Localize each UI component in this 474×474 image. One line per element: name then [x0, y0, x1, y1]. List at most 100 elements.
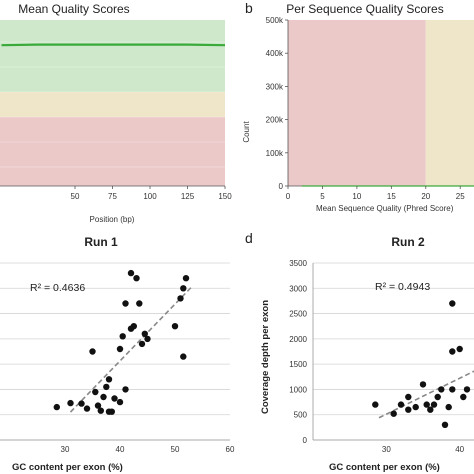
scatter-point	[111, 395, 118, 402]
scatter-point	[449, 386, 456, 393]
scatter-point	[103, 383, 110, 391]
panel-b: b Per Sequence Quality Scores 0 100k 200k 3…	[242, 0, 474, 213]
x-tick-label: 50	[71, 192, 80, 201]
x-tick-label: 30	[382, 445, 391, 454]
y-tick-label: 3500	[289, 259, 307, 268]
scatter-point	[372, 401, 379, 408]
quality-band-ok	[0, 92, 225, 117]
scatter-point	[116, 398, 124, 406]
panel-a-xlabel: Position (bp)	[90, 215, 135, 224]
x-tick-label: 5	[320, 192, 325, 201]
y-tick-label: 2000	[289, 335, 307, 344]
scatter-point	[78, 400, 85, 407]
panel-a: Mean Quality Scores 50 75 100 125 150 Positi…	[0, 2, 232, 224]
x-tick-label: 60	[226, 445, 235, 454]
scatter-point	[405, 393, 412, 401]
scatter-point	[133, 275, 140, 282]
scatter-point	[180, 353, 187, 360]
quality-band-bad	[288, 20, 426, 186]
scatter-point	[390, 410, 397, 417]
x-tick-label: 40	[455, 445, 464, 454]
y-tick-label: 100k	[266, 149, 284, 158]
scatter-point	[100, 393, 107, 401]
y-tick-label: 500	[294, 411, 308, 420]
x-tick-label: 25	[456, 192, 465, 201]
panel-d: d Run 2 0 500 1000 1500 2000 2500 3000 3500 30 40…	[245, 230, 474, 473]
scatter-point	[460, 393, 467, 401]
y-tick-label: 300k	[266, 82, 284, 91]
x-tick-label: 40	[116, 445, 125, 454]
scatter-point	[423, 401, 430, 408]
scatter-point	[130, 323, 137, 330]
x-tick-label: 50	[171, 445, 180, 454]
panel-c-r2: R² = 0.4636	[30, 282, 85, 294]
x-tick-label: 75	[108, 192, 117, 201]
panel-c-xlabel: GC content per exon (%)	[12, 462, 123, 473]
y-tick-label: 1500	[289, 360, 307, 369]
scatter-point	[456, 345, 463, 353]
panel-d-title: Run 2	[391, 235, 425, 249]
panel-d-ylabel: Coverage depth per exon	[260, 300, 271, 414]
panel-b-letter: b	[245, 0, 253, 16]
scatter-point	[430, 401, 438, 408]
scatter-point	[171, 323, 179, 330]
x-tick-label: 150	[218, 192, 232, 201]
scatter-point	[445, 403, 452, 411]
panel-a-title: Mean Quality Scores	[18, 2, 129, 16]
scatter-point	[412, 403, 419, 411]
scatter-point	[89, 348, 96, 355]
panel-b-title: Per Sequence Quality Scores	[286, 2, 443, 16]
panel-c-title: Run 1	[84, 235, 118, 249]
y-tick-label: 3000	[289, 284, 307, 293]
scatter-point	[138, 340, 146, 348]
scatter-point	[97, 407, 105, 414]
scatter-point	[83, 405, 91, 412]
panel-d-letter: d	[245, 230, 253, 246]
scatter-point	[116, 345, 124, 353]
scatter-point	[449, 348, 456, 355]
quality-band-ok	[425, 20, 474, 186]
scatter-point	[108, 408, 116, 415]
x-tick-label: 30	[61, 445, 70, 454]
trend-line	[69, 286, 193, 413]
x-tick-label: 125	[181, 192, 195, 201]
scatter-point	[463, 386, 471, 393]
scatter-point	[53, 403, 60, 411]
quality-band-bad	[0, 117, 225, 186]
scatter-point	[419, 381, 427, 388]
scatter-point	[92, 388, 99, 396]
scatter-point	[441, 421, 449, 428]
scatter-point	[177, 295, 184, 302]
scatter-point	[122, 386, 129, 393]
panel-d-xlabel: GC content per exon (%)	[329, 462, 440, 473]
scatter-point	[119, 333, 126, 340]
scatter-point	[180, 285, 187, 292]
y-tick-label: 1000	[289, 385, 307, 394]
x-tick-label: 10	[352, 192, 361, 201]
y-tick-label: 0	[279, 182, 284, 191]
scatter-point	[127, 269, 135, 277]
panel-b-xlabel: Mean Sequence Quality (Phred Score)	[316, 204, 454, 213]
x-tick-label: 0	[286, 192, 291, 201]
y-tick-label: 500k	[266, 16, 284, 25]
y-tick-label: 2500	[289, 310, 307, 319]
panel-d-r2: R² = 0.4943	[375, 281, 430, 293]
mean-quality-line	[1, 43, 226, 47]
x-tick-label: 100	[143, 192, 157, 201]
scatter-point	[67, 399, 74, 407]
scatter-point	[449, 300, 456, 307]
scatter-point	[438, 386, 445, 393]
scatter-point	[141, 330, 148, 337]
quality-band-good	[0, 20, 225, 92]
panel-c: Run 1 30 40 50 60 R² = 0.4636 GC content pe…	[0, 235, 235, 473]
trend-line	[378, 370, 474, 419]
scatter-point	[105, 376, 113, 383]
y-tick-label: 0	[303, 436, 308, 445]
scatter-point	[122, 300, 129, 307]
scatter-point	[405, 406, 412, 413]
scatter-point	[182, 275, 190, 282]
scatter-point	[427, 406, 434, 413]
scatter-point	[434, 393, 441, 401]
scatter-point	[136, 300, 143, 307]
